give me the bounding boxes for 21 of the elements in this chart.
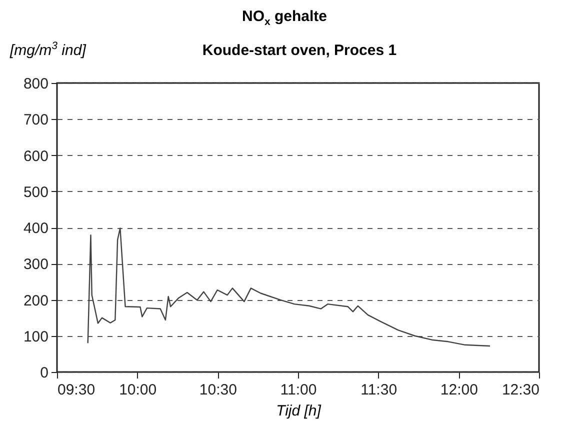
- line-series: [87, 228, 491, 347]
- y-axis-title: [mg/m$^{3}$ ind]: [10, 40, 86, 59]
- y-tick-label: 700: [23, 112, 48, 129]
- x-tick-label: 10:30: [199, 382, 237, 398]
- x-tick-label: 11:30: [360, 382, 398, 398]
- chart-subtitle: Koude-start oven, Proces 1: [202, 42, 397, 59]
- x-tick-label: 12:00: [440, 382, 478, 398]
- y-tick-label: 300: [23, 256, 48, 274]
- y-tick-label: 0: [40, 364, 48, 382]
- y-tick-label: 200: [23, 292, 48, 310]
- y-tick-label: 500: [23, 184, 48, 201]
- x-tick-label: 11:00: [280, 382, 317, 398]
- y-tick-label: 800: [23, 76, 48, 92]
- y-tick-label: 600: [23, 148, 48, 165]
- chart-title: NO$_{x}$ gehalte: [240, 8, 328, 28]
- x-tick-label: 09:30: [58, 382, 96, 398]
- y-tick-label: 400: [23, 220, 48, 237]
- x-tick-label: 12:30: [502, 382, 540, 398]
- x-axis-title: Tijd [h]: [276, 402, 322, 420]
- y-tick-label: 100: [23, 328, 48, 346]
- x-tick-label: 10:00: [119, 382, 157, 398]
